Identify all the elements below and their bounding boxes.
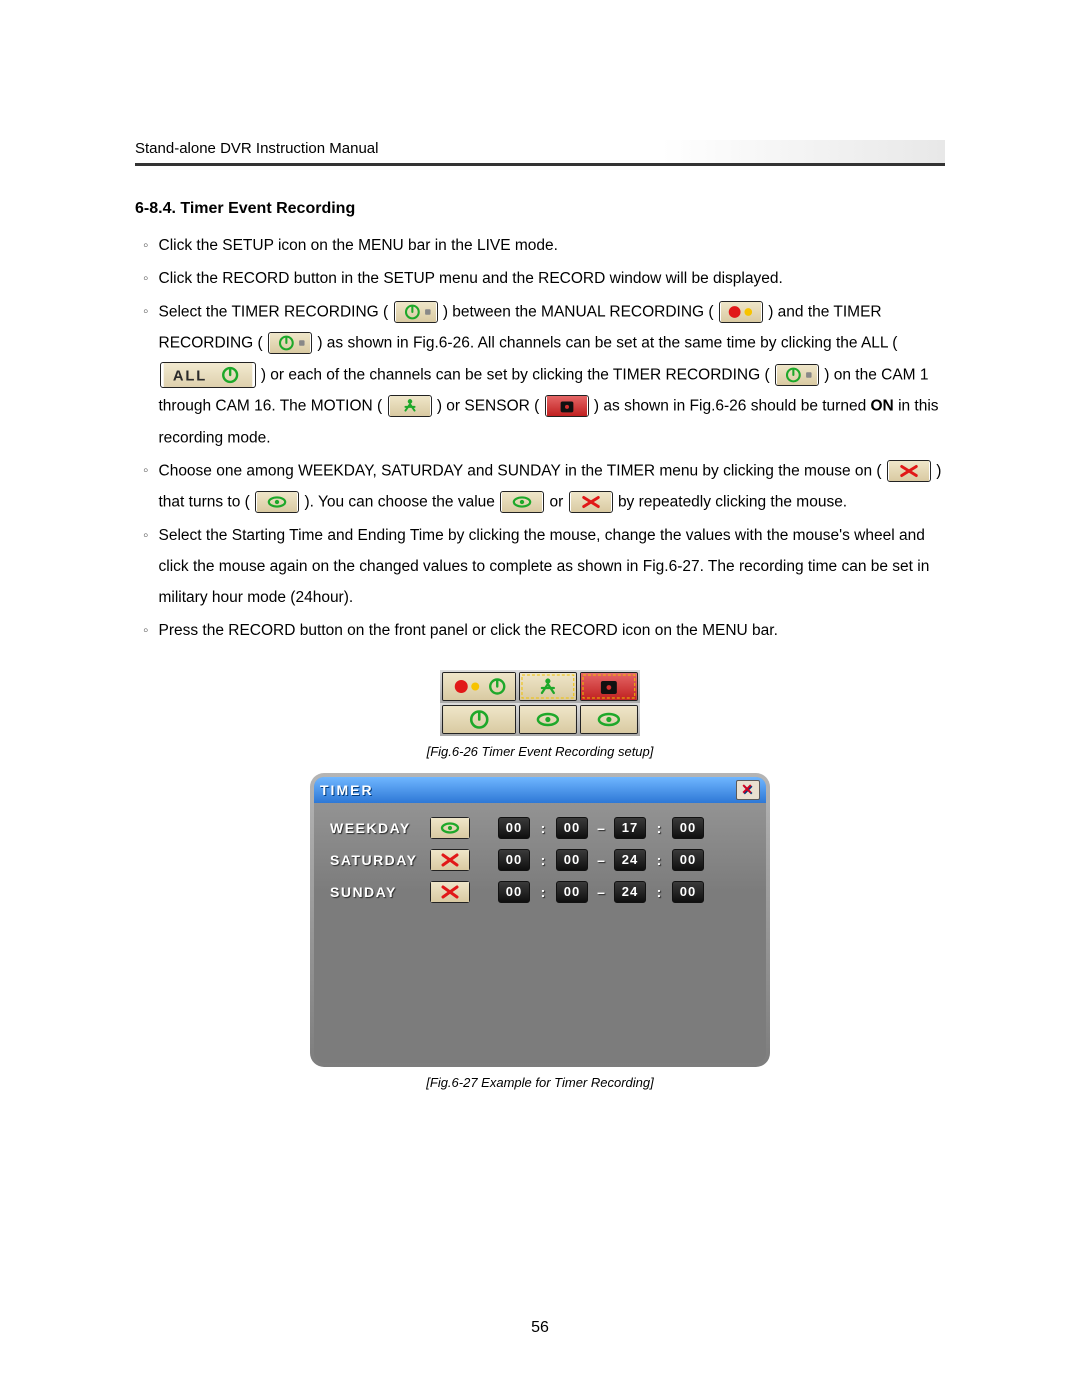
start-minute-spinner[interactable]: 00 <box>556 881 588 903</box>
all-channels-icon: ALL <box>160 362 256 388</box>
end-hour-spinner[interactable]: 24 <box>614 849 646 871</box>
timer-recording-icon[interactable] <box>442 705 516 734</box>
list-item: Press the RECORD button on the front pan… <box>135 615 945 646</box>
toggle-off-icon <box>887 460 931 482</box>
colon: : <box>654 820 664 836</box>
text-frag: ) or SENSOR ( <box>437 398 539 415</box>
end-minute-spinner[interactable]: 00 <box>672 881 704 903</box>
text: Choose one among WEEKDAY, SATURDAY and S… <box>159 455 946 518</box>
page-number: 56 <box>0 1319 1080 1337</box>
list-item: Select the TIMER RECORDING ( ) between t… <box>135 296 945 453</box>
text: Press the RECORD button on the front pan… <box>159 615 778 646</box>
colon: : <box>538 884 548 900</box>
sensor-icon <box>545 395 589 417</box>
end-minute-spinner[interactable]: 00 <box>672 849 704 871</box>
colon: : <box>538 820 548 836</box>
dash: – <box>596 820 606 836</box>
text-frag: by repeatedly clicking the mouse. <box>618 494 847 511</box>
timer-titlebar: TIMER ✕ <box>314 777 766 803</box>
end-minute-spinner[interactable]: 00 <box>672 817 704 839</box>
day-label: SATURDAY <box>330 852 422 868</box>
text-frag: ). You can choose the value <box>304 494 499 511</box>
start-hour-spinner[interactable]: 00 <box>498 817 530 839</box>
colon: : <box>654 884 664 900</box>
list-item: Choose one among WEEKDAY, SATURDAY and S… <box>135 455 945 518</box>
timer-body: WEEKDAY 00 : 00 – 17 : 00 SATURDAY 00 <box>314 803 766 1063</box>
start-hour-spinner[interactable]: 00 <box>498 881 530 903</box>
toggle-on-icon <box>255 491 299 513</box>
text-bold: ON <box>871 398 894 415</box>
toggle-on-icon[interactable] <box>519 705 577 734</box>
list-item: Select the Starting Time and Ending Time… <box>135 520 945 613</box>
section-heading: 6-8.4. Timer Event Recording <box>135 200 945 218</box>
timer-recording-icon <box>268 332 312 354</box>
text-frag: ) as shown in Fig.6-26 should be turned <box>594 398 871 415</box>
toggle-on-icon <box>500 491 544 513</box>
text-frag: ) or each of the channels can be set by … <box>261 366 770 383</box>
running-header: Stand-alone DVR Instruction Manual <box>135 140 945 166</box>
text-frag: ) as shown in Fig.6-26. All channels can… <box>317 335 897 352</box>
timer-window-inner: TIMER ✕ WEEKDAY 00 : 00 – 17 : 00 SAT <box>314 777 766 1063</box>
text: Click the RECORD button in the SETUP men… <box>159 263 783 294</box>
text-frag: Choose one among WEEKDAY, SATURDAY and S… <box>159 462 882 479</box>
sensor-icon[interactable] <box>580 672 638 701</box>
colon: : <box>654 852 664 868</box>
text-frag: ) between the MANUAL RECORDING ( <box>443 303 714 320</box>
motion-icon <box>388 395 432 417</box>
text: Select the TIMER RECORDING ( ) between t… <box>159 296 946 453</box>
timer-row-sunday: SUNDAY 00 : 00 – 24 : 00 <box>330 881 750 903</box>
figure-caption: [Fig.6-27 Example for Timer Recording] <box>135 1075 945 1090</box>
toggle-off-icon <box>569 491 613 513</box>
figure-row <box>440 703 640 736</box>
toggle-off-icon[interactable] <box>430 849 470 871</box>
instruction-list: Click the SETUP icon on the MENU bar in … <box>135 230 945 646</box>
day-label: SUNDAY <box>330 884 422 900</box>
motion-icon[interactable] <box>519 672 577 701</box>
list-item: Click the RECORD button in the SETUP men… <box>135 263 945 294</box>
svg-text:ALL: ALL <box>172 368 206 384</box>
timer-recording-icon <box>394 301 438 323</box>
figure-row <box>440 670 640 703</box>
toggle-off-icon[interactable] <box>430 881 470 903</box>
start-hour-spinner[interactable]: 00 <box>498 849 530 871</box>
dash: – <box>596 884 606 900</box>
day-label: WEEKDAY <box>330 820 422 836</box>
manual-page: Stand-alone DVR Instruction Manual 6-8.4… <box>0 0 1080 1397</box>
dash: – <box>596 852 606 868</box>
start-minute-spinner[interactable]: 00 <box>556 817 588 839</box>
figure-6-26 <box>440 670 640 736</box>
timer-row-saturday: SATURDAY 00 : 00 – 24 : 00 <box>330 849 750 871</box>
close-button[interactable]: ✕ <box>736 780 760 800</box>
manual-timer-pair-icon[interactable] <box>442 672 516 701</box>
colon: : <box>538 852 548 868</box>
timer-title: TIMER <box>320 782 374 798</box>
list-item: Click the SETUP icon on the MENU bar in … <box>135 230 945 261</box>
end-hour-spinner[interactable]: 17 <box>614 817 646 839</box>
toggle-on-icon[interactable] <box>430 817 470 839</box>
text: Click the SETUP icon on the MENU bar in … <box>159 230 558 261</box>
manual-recording-icon <box>719 301 763 323</box>
figure-caption: [Fig.6-26 Timer Event Recording setup] <box>135 744 945 759</box>
text-frag: or <box>550 494 568 511</box>
end-hour-spinner[interactable]: 24 <box>614 881 646 903</box>
text-frag: Select the TIMER RECORDING ( <box>159 303 389 320</box>
timer-recording-icon <box>775 364 819 386</box>
timer-row-weekday: WEEKDAY 00 : 00 – 17 : 00 <box>330 817 750 839</box>
timer-window: TIMER ✕ WEEKDAY 00 : 00 – 17 : 00 SAT <box>310 773 770 1067</box>
text: Select the Starting Time and Ending Time… <box>159 520 946 613</box>
toggle-on-icon[interactable] <box>580 705 638 734</box>
start-minute-spinner[interactable]: 00 <box>556 849 588 871</box>
